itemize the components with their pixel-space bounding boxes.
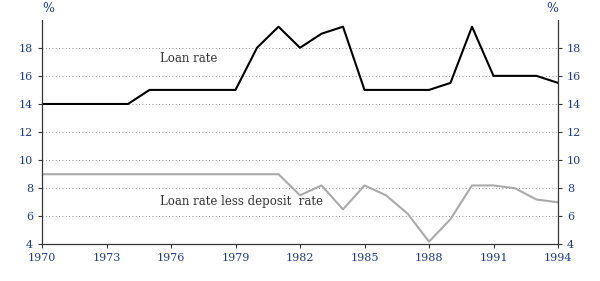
Text: Loan rate less deposit  rate: Loan rate less deposit rate xyxy=(160,195,323,208)
Text: %: % xyxy=(42,2,54,15)
Text: %: % xyxy=(546,2,558,15)
Text: Loan rate: Loan rate xyxy=(160,52,218,65)
